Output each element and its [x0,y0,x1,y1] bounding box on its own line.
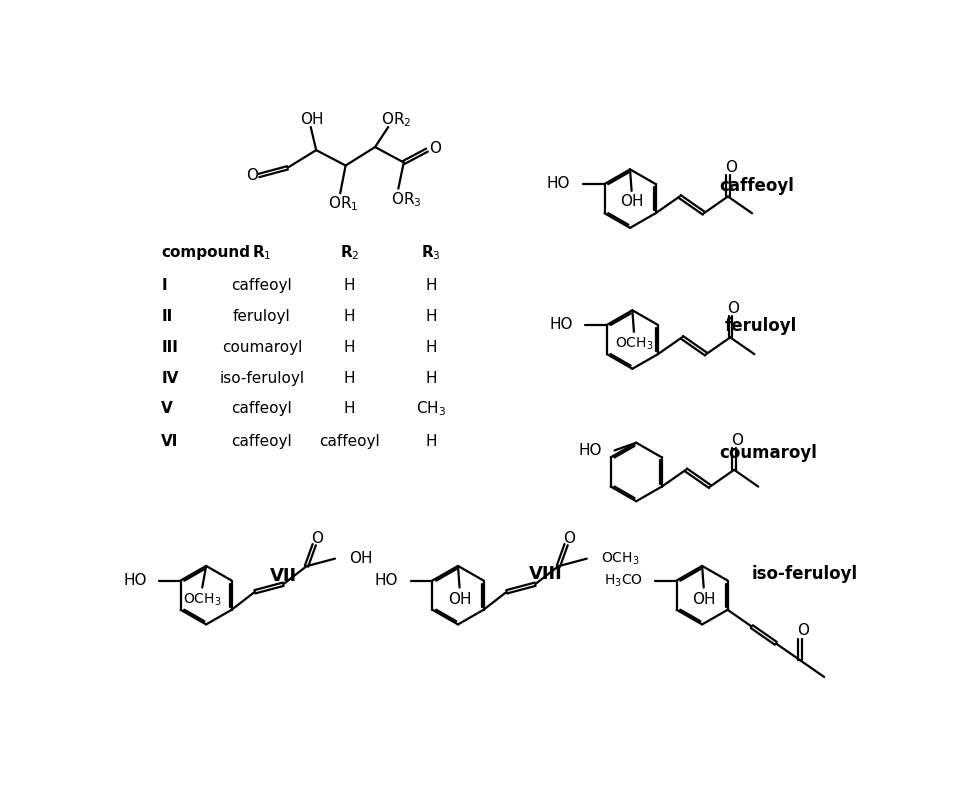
Text: H: H [343,402,355,417]
Text: HO: HO [549,317,572,332]
Text: coumaroyl: coumaroyl [719,443,817,462]
Text: compound: compound [161,245,250,260]
Text: H$_3$CO: H$_3$CO [603,572,642,589]
Text: OCH$_3$: OCH$_3$ [615,336,653,353]
Text: OCH$_3$: OCH$_3$ [601,551,639,567]
Text: O: O [731,433,744,448]
Text: H: H [425,279,437,294]
Text: CH$_3$: CH$_3$ [416,399,446,418]
Text: caffeoyl: caffeoyl [231,279,292,294]
Text: HO: HO [547,177,571,192]
Text: OH: OH [448,593,471,608]
Text: caffeoyl: caffeoyl [231,434,292,449]
Text: H: H [343,340,355,355]
Text: OCH$_3$: OCH$_3$ [183,592,221,608]
Text: feruloyl: feruloyl [725,316,797,335]
Text: II: II [161,309,172,324]
Text: R$_1$: R$_1$ [252,243,272,262]
Text: O: O [727,301,740,316]
Text: HO: HO [123,573,147,588]
Text: H: H [343,309,355,324]
Text: OH: OH [301,112,324,127]
Text: coumaroyl: coumaroyl [221,340,302,355]
Text: HO: HO [578,443,602,458]
Text: III: III [161,340,178,355]
Text: H: H [425,340,437,355]
Text: OH: OH [620,194,643,209]
Text: H: H [343,371,355,386]
Text: IV: IV [161,371,179,386]
Text: feruloyl: feruloyl [233,309,291,324]
Text: H: H [425,371,437,386]
Text: V: V [161,402,173,417]
Text: O: O [428,141,441,156]
Text: iso-feruloyl: iso-feruloyl [751,565,858,582]
Text: OH: OH [349,552,372,567]
Text: O: O [246,168,258,183]
Text: VI: VI [161,434,179,449]
Text: VIII: VIII [529,565,563,582]
Text: I: I [161,279,166,294]
Text: H: H [425,434,437,449]
Text: OR$_2$: OR$_2$ [381,110,411,129]
Text: OH: OH [692,593,716,608]
Text: O: O [311,531,323,546]
Text: caffeoyl: caffeoyl [231,402,292,417]
Text: R$_3$: R$_3$ [421,243,441,262]
Text: H: H [343,279,355,294]
Text: OR$_3$: OR$_3$ [391,190,422,209]
Text: caffeoyl: caffeoyl [718,177,794,195]
Text: caffeoyl: caffeoyl [319,434,380,449]
Text: H: H [425,309,437,324]
Text: O: O [563,531,575,546]
Text: O: O [797,623,809,638]
Text: iso-feruloyl: iso-feruloyl [220,371,305,386]
Text: VII: VII [270,567,297,585]
Text: HO: HO [375,573,398,588]
Text: O: O [725,159,737,174]
Text: OR$_1$: OR$_1$ [328,195,359,213]
Text: R$_2$: R$_2$ [339,243,360,262]
